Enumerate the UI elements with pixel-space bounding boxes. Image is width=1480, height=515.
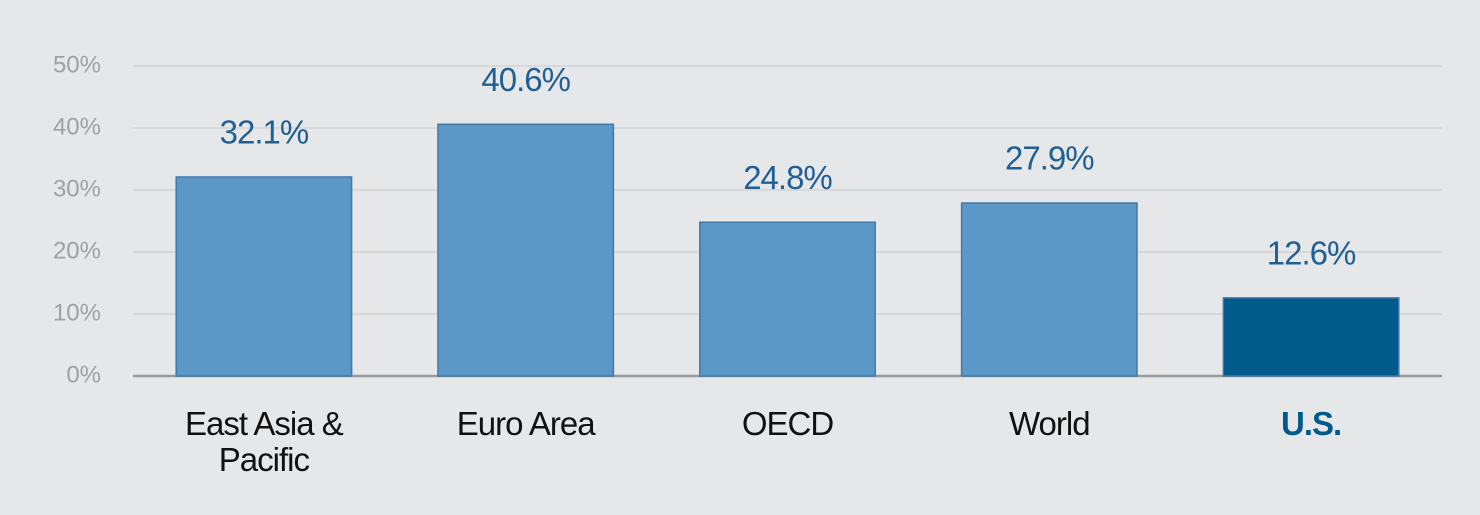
- bar: [175, 176, 353, 377]
- x-tick-label: World: [1009, 405, 1091, 442]
- y-tick-label: 0%: [66, 361, 101, 388]
- x-tick-label: East Asia & Pacific: [185, 405, 344, 478]
- value-label: 27.9%: [1005, 140, 1094, 177]
- bar: [960, 202, 1138, 377]
- value-label: 12.6%: [1267, 235, 1356, 272]
- bar: [1222, 297, 1400, 377]
- bar: [437, 123, 615, 377]
- y-tick-label: 40%: [53, 113, 101, 140]
- bar: [699, 221, 876, 377]
- y-tick-label: 30%: [53, 175, 101, 202]
- value-label: 40.6%: [481, 61, 570, 98]
- x-tick-label: OECD: [741, 405, 834, 442]
- x-tick-label: U.S.: [1281, 405, 1342, 442]
- x-tick-label: Euro Area: [456, 405, 596, 442]
- value-label: 32.1%: [220, 114, 309, 151]
- value-label: 24.8%: [743, 159, 832, 196]
- y-tick-label: 50%: [53, 51, 101, 78]
- y-tick-label: 10%: [53, 299, 101, 326]
- y-tick-label: 20%: [53, 237, 101, 264]
